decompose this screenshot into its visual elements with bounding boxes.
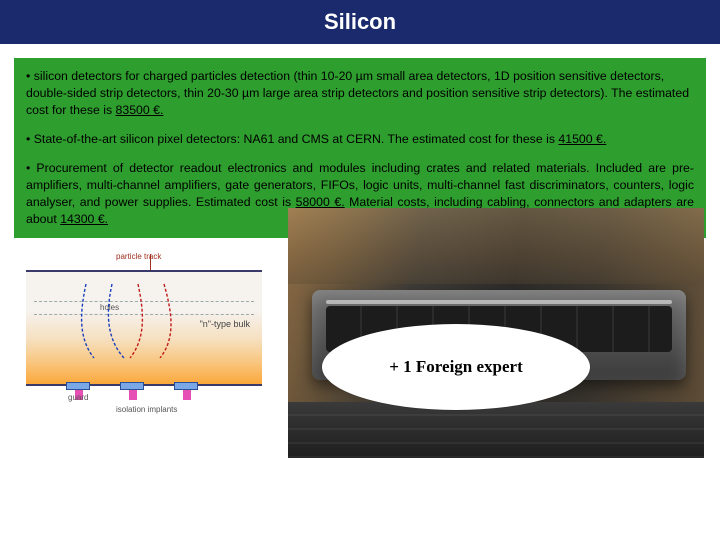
diagram-track-label: particle track — [116, 252, 161, 261]
diagram-isolation-label: isolation implants — [116, 405, 177, 414]
detector-diagram: particle track guard "n"-type bulk holes… — [20, 250, 268, 420]
lab-photo-floor — [288, 402, 704, 458]
slide-header: Silicon — [0, 0, 720, 44]
bottom-row: particle track guard "n"-type bulk holes… — [0, 246, 720, 476]
diagram-bulk: "n"-type bulk holes — [26, 272, 262, 386]
bullet-2-text: • State-of-the-art silicon pixel detecto… — [26, 132, 558, 146]
bullet-2-cost: 41500 €. — [558, 132, 606, 146]
diagram-guard-label-bottom: guard — [68, 393, 88, 402]
diagram-ntype-label: "n"-type bulk — [200, 319, 250, 329]
diagram-arrow-3 — [183, 390, 191, 400]
bullet-2: • State-of-the-art silicon pixel detecto… — [26, 131, 694, 148]
bullet-3-cost: 58000 €. — [296, 195, 345, 209]
diagram-arrow-2 — [129, 390, 137, 400]
foreign-expert-text: + 1 Foreign expert — [389, 357, 523, 377]
bullet-3-cost2: 14300 €. — [60, 212, 108, 226]
diagram-pad-1 — [66, 382, 90, 390]
foreign-expert-oval: + 1 Foreign expert — [322, 324, 590, 410]
bullet-1: • silicon detectors for charged particle… — [26, 68, 694, 119]
lab-photo-wall — [288, 208, 704, 284]
diagram-pad-2 — [120, 382, 144, 390]
slide-title: Silicon — [324, 9, 396, 35]
bullet-1-cost: 83500 €. — [116, 103, 164, 117]
diagram-pad-3 — [174, 382, 198, 390]
diagram-field-lines — [76, 282, 196, 362]
